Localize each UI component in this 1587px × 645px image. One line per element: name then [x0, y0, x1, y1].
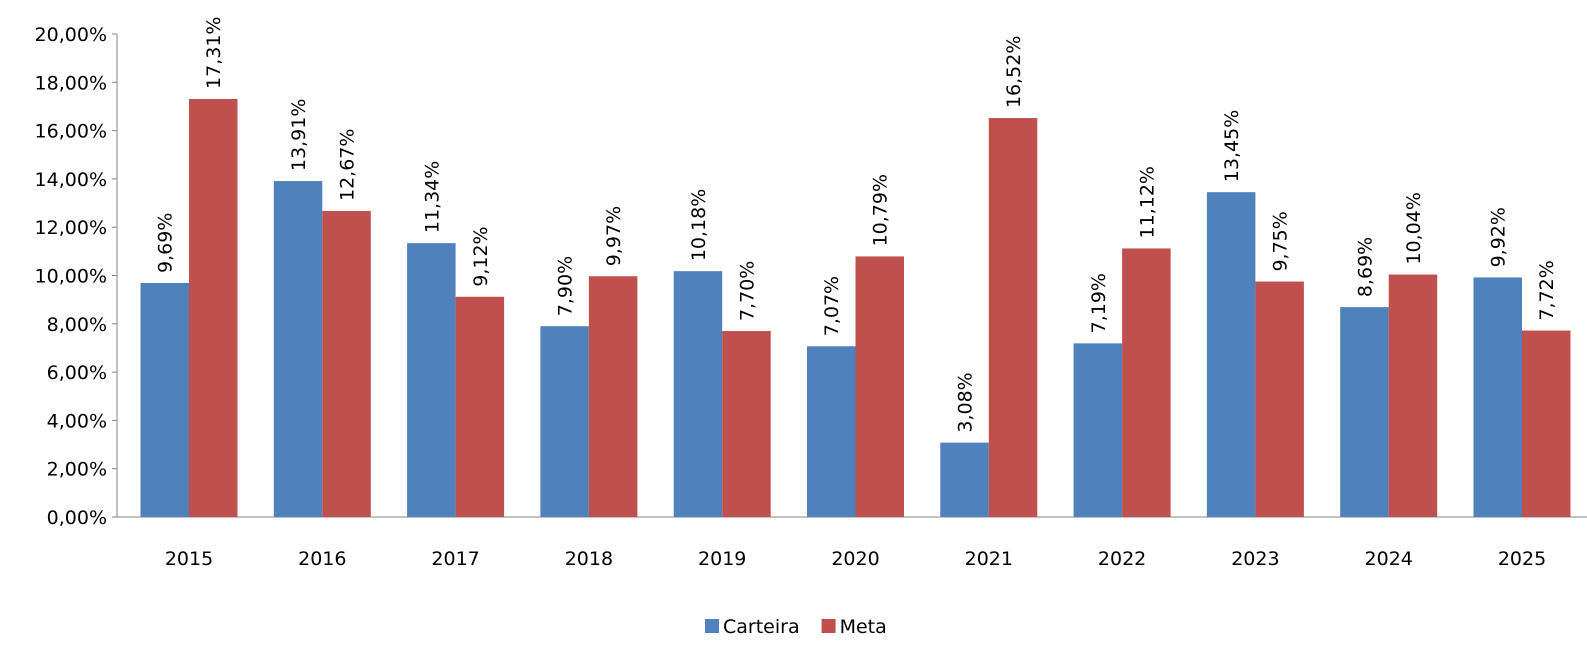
data-label: 10,18% [688, 189, 710, 261]
data-label: 9,97% [603, 206, 625, 266]
data-label: 7,72% [1536, 260, 1558, 320]
bar [1388, 274, 1438, 517]
data-label: 12,67% [337, 129, 359, 201]
x-tick-label: 2025 [1498, 548, 1546, 570]
bar [540, 326, 589, 517]
legend-label: Carteira [723, 616, 800, 638]
legend-swatch [705, 619, 719, 633]
x-tick-label: 2017 [431, 548, 479, 570]
data-label: 7,70% [736, 261, 758, 321]
bar [722, 331, 771, 517]
x-tick-label: 2022 [1098, 548, 1146, 570]
data-label: 9,69% [155, 213, 177, 273]
bar [140, 282, 189, 517]
y-tick-label: 12,00% [35, 217, 107, 239]
bar [455, 296, 505, 517]
data-label: 17,31% [203, 17, 225, 89]
data-label: 9,75% [1270, 211, 1292, 271]
bar [588, 276, 638, 517]
y-tick-label: 8,00% [47, 314, 107, 336]
data-label: 7,90% [555, 256, 577, 316]
data-label: 11,12% [1136, 166, 1158, 238]
bar [855, 256, 904, 517]
x-tick-label: 2020 [831, 548, 879, 570]
bar [1206, 192, 1256, 517]
x-tick-label: 2023 [1231, 548, 1279, 570]
bar [1122, 248, 1171, 517]
y-tick-label: 10,00% [35, 266, 107, 288]
bar [673, 271, 723, 517]
bar [189, 98, 238, 517]
bar [940, 442, 989, 517]
y-tick-label: 0,00% [47, 507, 107, 529]
x-tick-label: 2024 [1365, 548, 1413, 570]
x-tick-label: 2019 [698, 548, 746, 570]
x-tick-label: 2018 [565, 548, 613, 570]
y-tick-label: 16,00% [35, 121, 107, 143]
x-tick-label: 2021 [965, 548, 1013, 570]
data-label: 11,34% [421, 161, 443, 233]
y-tick-label: 14,00% [35, 169, 107, 191]
bar [1522, 330, 1571, 517]
data-label: 13,91% [288, 99, 310, 171]
y-tick-label: 18,00% [35, 72, 107, 94]
bar [273, 181, 323, 518]
bar [1073, 343, 1123, 517]
y-tick-label: 4,00% [47, 410, 107, 432]
bar [407, 243, 456, 517]
data-label: 8,69% [1354, 237, 1376, 297]
data-label: 16,52% [1003, 36, 1025, 108]
y-tick-label: 20,00% [35, 24, 107, 46]
legend-label: Meta [840, 616, 887, 638]
x-tick-label: 2015 [165, 548, 213, 570]
bar [1340, 307, 1389, 517]
x-tick-label: 2016 [298, 548, 346, 570]
bar [1473, 277, 1522, 517]
y-tick-label: 2,00% [47, 459, 107, 481]
data-label: 13,45% [1221, 110, 1243, 182]
data-label: 9,12% [470, 226, 492, 286]
bar [1255, 281, 1304, 517]
y-tick-label: 6,00% [47, 362, 107, 384]
bar [988, 118, 1038, 518]
data-label: 7,19% [1088, 273, 1110, 333]
data-label: 9,92% [1488, 207, 1510, 267]
legend-swatch [821, 619, 836, 633]
bar [322, 211, 371, 517]
data-label: 3,08% [955, 372, 977, 432]
data-label: 10,04% [1403, 192, 1425, 264]
bar [807, 346, 856, 517]
data-label: 7,07% [821, 276, 843, 336]
data-label: 10,79% [870, 174, 892, 246]
